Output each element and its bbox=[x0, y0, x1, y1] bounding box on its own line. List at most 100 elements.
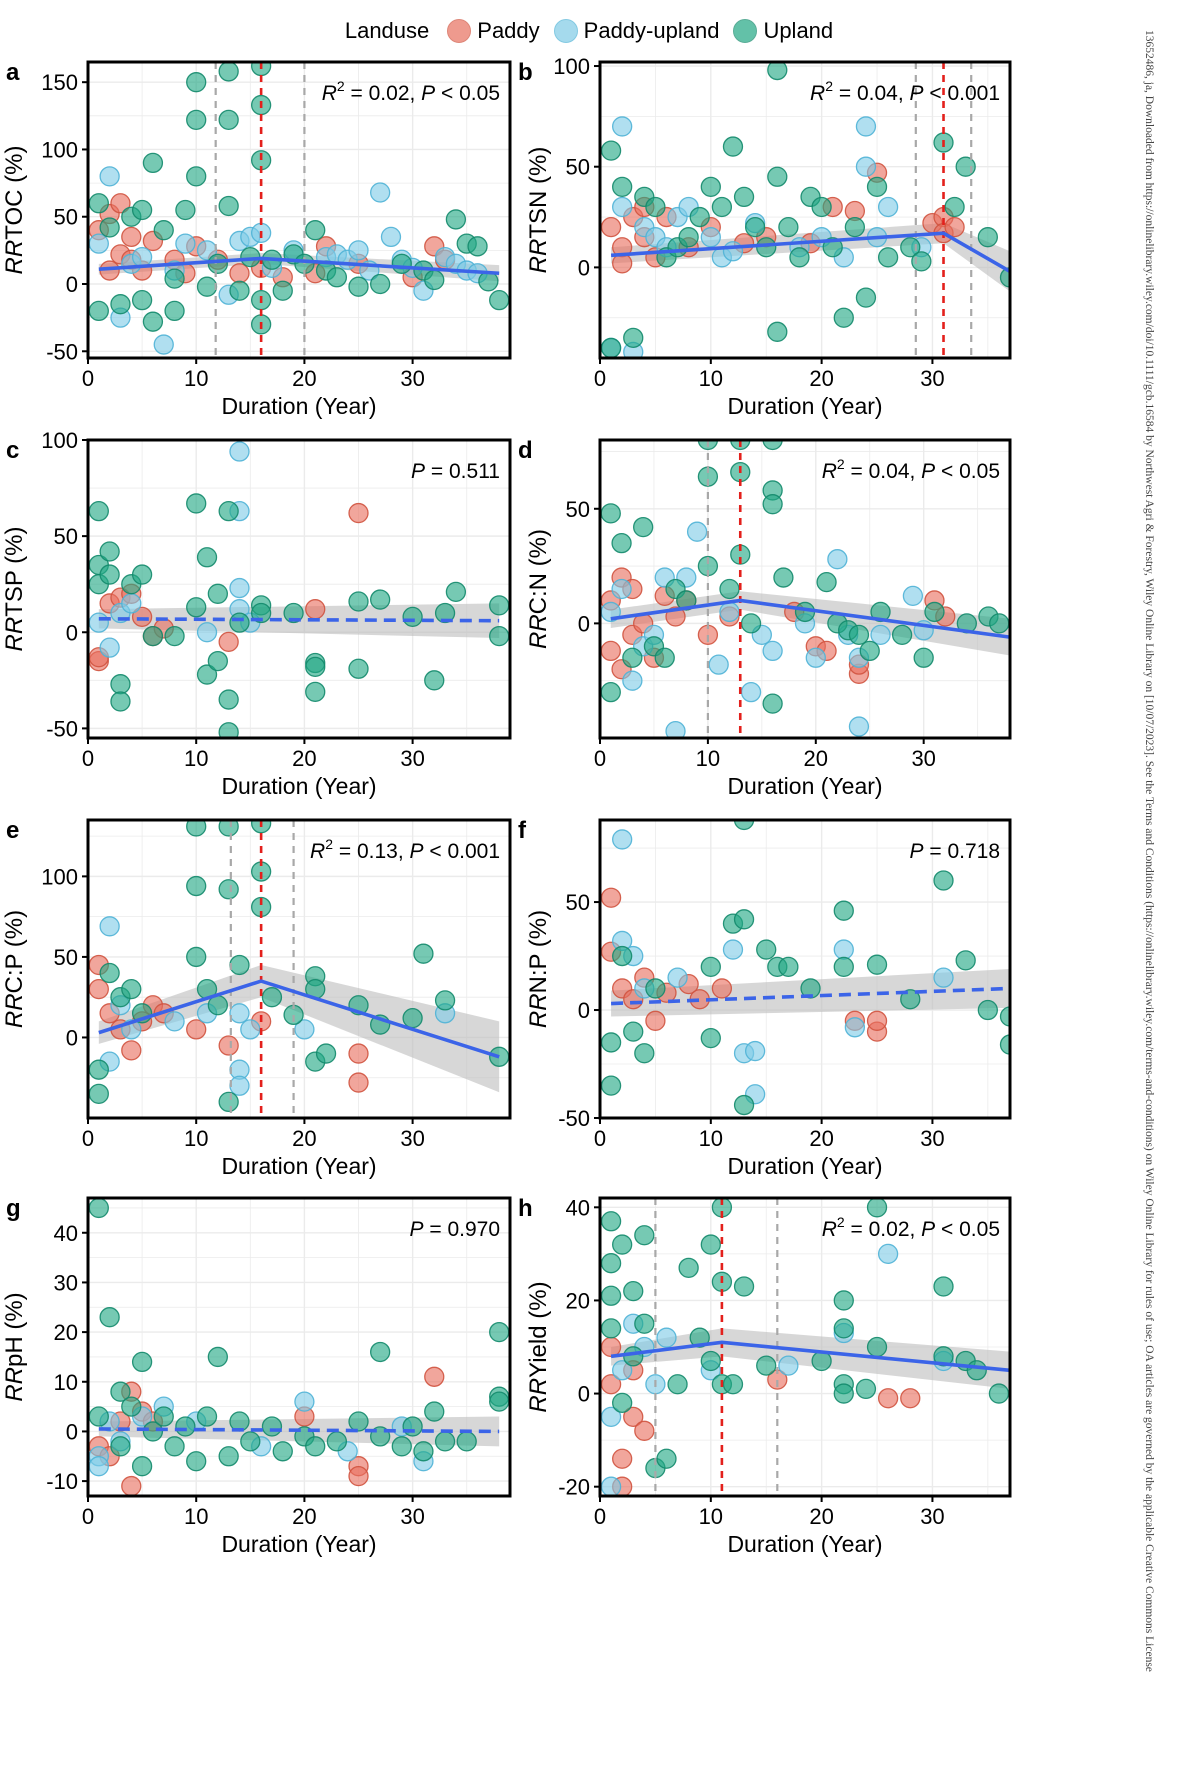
data-point bbox=[866, 1336, 888, 1358]
data-point bbox=[633, 516, 654, 538]
y-tick-label: 50 bbox=[566, 155, 590, 180]
data-point bbox=[833, 1383, 854, 1404]
data-point bbox=[600, 1032, 622, 1053]
stat-p-value: = 0.970 bbox=[424, 1218, 500, 1241]
stat-p-symbol: P bbox=[910, 82, 924, 105]
data-point bbox=[933, 1276, 954, 1297]
panel-frame bbox=[598, 1196, 1012, 1498]
x-tick-label: 30 bbox=[920, 1504, 944, 1529]
data-point bbox=[348, 1072, 369, 1093]
y-tick-label: 40 bbox=[566, 1195, 590, 1220]
data-point bbox=[654, 647, 675, 668]
stat-r2-symbol: R bbox=[822, 460, 837, 483]
data-point bbox=[121, 1396, 142, 1417]
stat-p-symbol: P bbox=[421, 82, 435, 105]
data-point bbox=[600, 1406, 622, 1427]
data-point bbox=[911, 251, 932, 272]
data-point bbox=[612, 1360, 633, 1381]
data-point bbox=[744, 216, 766, 238]
data-point bbox=[370, 182, 391, 203]
x-tick-label: 10 bbox=[184, 366, 208, 391]
x-tick-label: 0 bbox=[82, 1504, 94, 1529]
data-point bbox=[600, 1075, 622, 1096]
data-point bbox=[827, 549, 848, 570]
data-point bbox=[623, 1280, 644, 1302]
data-point bbox=[164, 1011, 185, 1032]
x-tick-label: 20 bbox=[292, 746, 316, 771]
stat-r2-symbol: R bbox=[810, 82, 825, 105]
data-point bbox=[600, 1253, 622, 1274]
data-point bbox=[402, 1416, 423, 1437]
data-point bbox=[933, 967, 954, 988]
data-point bbox=[196, 622, 218, 643]
plot-area bbox=[88, 1198, 510, 1496]
data-point bbox=[88, 1406, 109, 1427]
panel-frame bbox=[86, 60, 512, 360]
data-point bbox=[142, 311, 164, 332]
plot-area bbox=[600, 62, 1010, 358]
data-point bbox=[844, 1017, 866, 1038]
series-upland bbox=[600, 820, 1010, 1116]
data-point bbox=[110, 674, 131, 695]
data-point bbox=[805, 647, 826, 668]
fit-line bbox=[98, 256, 500, 276]
x-tick-label: 0 bbox=[594, 1504, 606, 1529]
data-point bbox=[733, 186, 755, 208]
stat-r2-superscript: 2 bbox=[837, 1214, 845, 1230]
data-point bbox=[767, 62, 788, 81]
data-point bbox=[623, 1406, 644, 1427]
data-point bbox=[722, 241, 744, 262]
data-point bbox=[767, 166, 788, 187]
data-point bbox=[294, 1019, 315, 1040]
x-axis-label: Duration (Year) bbox=[221, 393, 376, 419]
y-tick-label: 50 bbox=[566, 497, 590, 522]
data-point bbox=[719, 578, 740, 600]
y-axis-label-metric: TSP (%) bbox=[1, 527, 28, 617]
y-axis-label-rr: RR bbox=[1, 240, 28, 275]
x-axis-label: Duration (Year) bbox=[221, 773, 376, 799]
data-point bbox=[722, 136, 744, 157]
x-tick-label: 30 bbox=[920, 366, 944, 391]
data-point bbox=[229, 612, 250, 633]
data-point bbox=[700, 227, 721, 248]
data-point bbox=[88, 1083, 109, 1104]
data-point bbox=[611, 533, 632, 554]
series-paddy bbox=[600, 1336, 921, 1496]
data-point bbox=[305, 681, 326, 703]
data-point bbox=[99, 637, 120, 658]
data-point bbox=[722, 939, 744, 960]
data-point bbox=[348, 276, 369, 297]
data-point bbox=[131, 289, 153, 311]
data-point bbox=[689, 1327, 710, 1348]
y-axis-label-metric: N:P (%) bbox=[525, 910, 552, 994]
data-point bbox=[634, 1420, 655, 1441]
stat-r2-value: = 0.02, bbox=[845, 1218, 921, 1241]
panel-letter: b bbox=[518, 59, 533, 86]
data-point bbox=[207, 583, 228, 604]
data-point bbox=[391, 253, 412, 274]
data-point bbox=[600, 682, 621, 703]
data-point bbox=[434, 990, 456, 1011]
plot-area bbox=[88, 62, 510, 358]
stat-p-symbol: P bbox=[921, 460, 935, 483]
data-point bbox=[600, 140, 622, 161]
data-point bbox=[88, 233, 109, 254]
data-point bbox=[424, 1366, 445, 1387]
data-point bbox=[756, 1355, 777, 1376]
stat-p-value: < 0.001 bbox=[924, 82, 1000, 105]
data-point bbox=[207, 253, 228, 274]
data-point bbox=[811, 196, 832, 218]
gridlines bbox=[600, 62, 1010, 358]
series-upland bbox=[600, 1198, 1010, 1479]
data-point bbox=[261, 1416, 283, 1437]
series-upland bbox=[88, 62, 510, 335]
y-tick-label: 150 bbox=[41, 70, 78, 95]
data-point bbox=[833, 307, 854, 328]
data-point bbox=[740, 613, 762, 634]
data-point bbox=[186, 166, 207, 187]
data-point bbox=[218, 689, 239, 710]
stats-annotation: R2 = 0.13, P < 0.001 bbox=[310, 836, 500, 863]
data-point bbox=[110, 1436, 131, 1457]
